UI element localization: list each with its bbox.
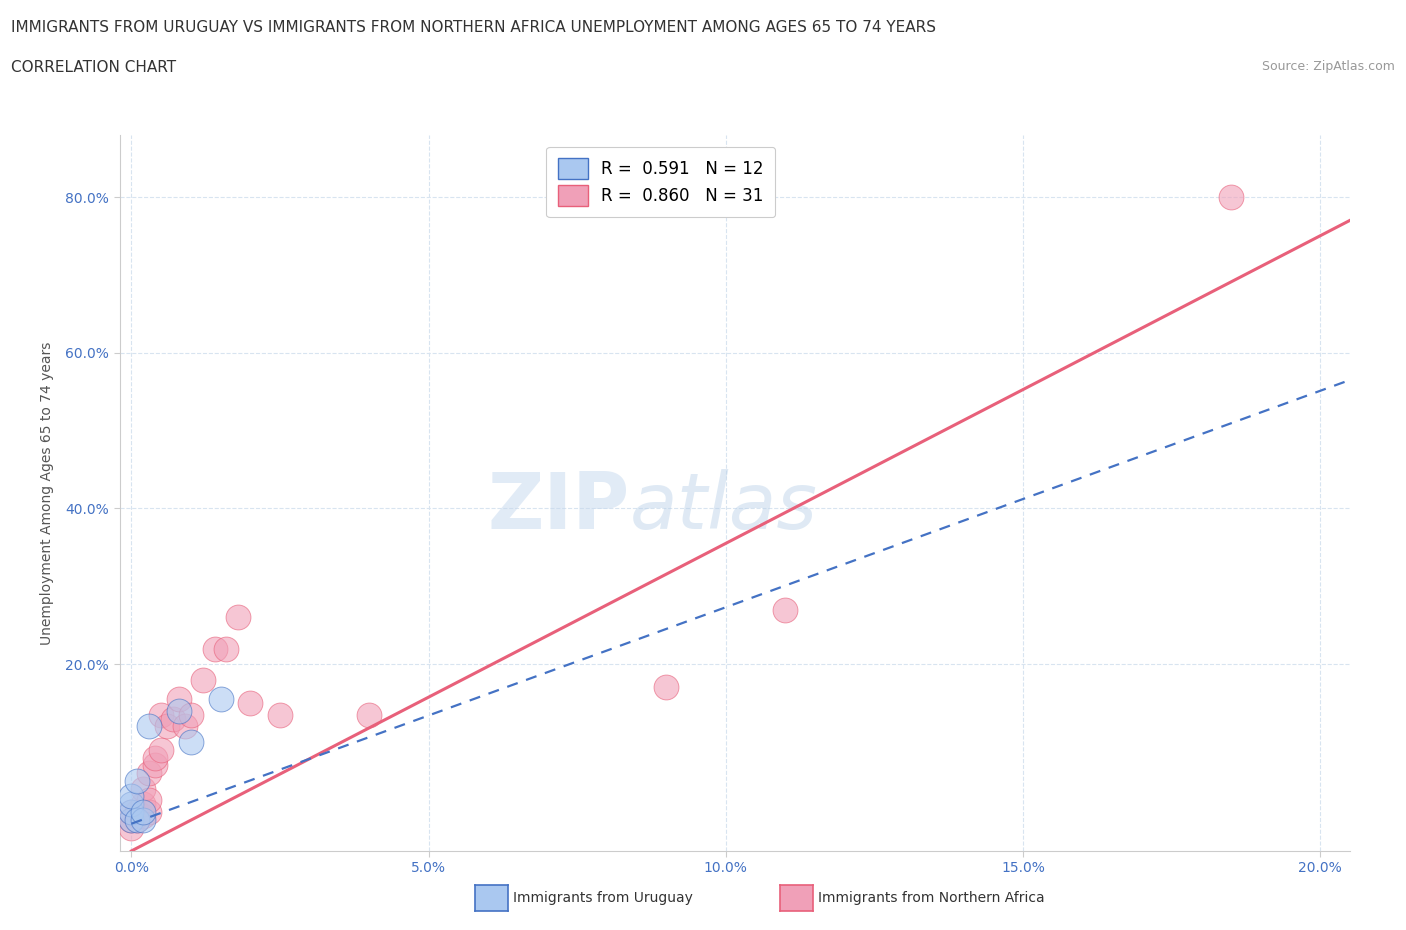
Text: Source: ZipAtlas.com: Source: ZipAtlas.com — [1261, 60, 1395, 73]
Point — [655, 680, 678, 695]
Point — [132, 813, 155, 828]
Point — [138, 793, 160, 808]
Point — [173, 719, 195, 734]
Point — [150, 742, 173, 757]
Point — [132, 797, 155, 812]
Point — [120, 797, 142, 812]
Point — [228, 610, 250, 625]
Point — [120, 813, 142, 828]
Text: IMMIGRANTS FROM URUGUAY VS IMMIGRANTS FROM NORTHERN AFRICA UNEMPLOYMENT AMONG AG: IMMIGRANTS FROM URUGUAY VS IMMIGRANTS FR… — [11, 20, 936, 35]
Point — [167, 692, 190, 707]
Y-axis label: Unemployment Among Ages 65 to 74 years: Unemployment Among Ages 65 to 74 years — [41, 341, 53, 644]
Text: ZIP: ZIP — [488, 470, 630, 545]
Point — [120, 813, 142, 828]
Point — [127, 813, 149, 828]
Point — [156, 719, 179, 734]
Point — [138, 719, 160, 734]
Point — [204, 641, 226, 656]
Point — [127, 804, 149, 819]
Point — [143, 758, 166, 773]
Point — [239, 696, 262, 711]
Point — [150, 708, 173, 723]
Point — [127, 813, 149, 828]
Text: atlas: atlas — [630, 470, 818, 545]
Point — [269, 708, 291, 723]
Point — [215, 641, 238, 656]
Point — [773, 603, 796, 618]
Point — [127, 774, 149, 789]
Point — [1219, 190, 1241, 205]
Point — [167, 703, 190, 718]
Point — [127, 808, 149, 823]
Point — [180, 735, 202, 750]
Point — [120, 804, 142, 819]
Legend: R =  0.591   N = 12, R =  0.860   N = 31: R = 0.591 N = 12, R = 0.860 N = 31 — [547, 147, 775, 218]
Point — [143, 751, 166, 765]
Point — [191, 672, 214, 687]
Point — [120, 789, 142, 804]
Point — [138, 804, 160, 819]
Point — [132, 808, 155, 823]
Point — [138, 765, 160, 780]
Point — [359, 708, 381, 723]
Text: Immigrants from Northern Africa: Immigrants from Northern Africa — [818, 891, 1045, 906]
Point — [162, 711, 184, 726]
Point — [209, 692, 232, 707]
Point — [132, 781, 155, 796]
Point — [132, 804, 155, 819]
Point — [120, 804, 142, 819]
Text: CORRELATION CHART: CORRELATION CHART — [11, 60, 176, 74]
Point — [180, 708, 202, 723]
Text: Immigrants from Uruguay: Immigrants from Uruguay — [513, 891, 693, 906]
Point — [120, 820, 142, 835]
